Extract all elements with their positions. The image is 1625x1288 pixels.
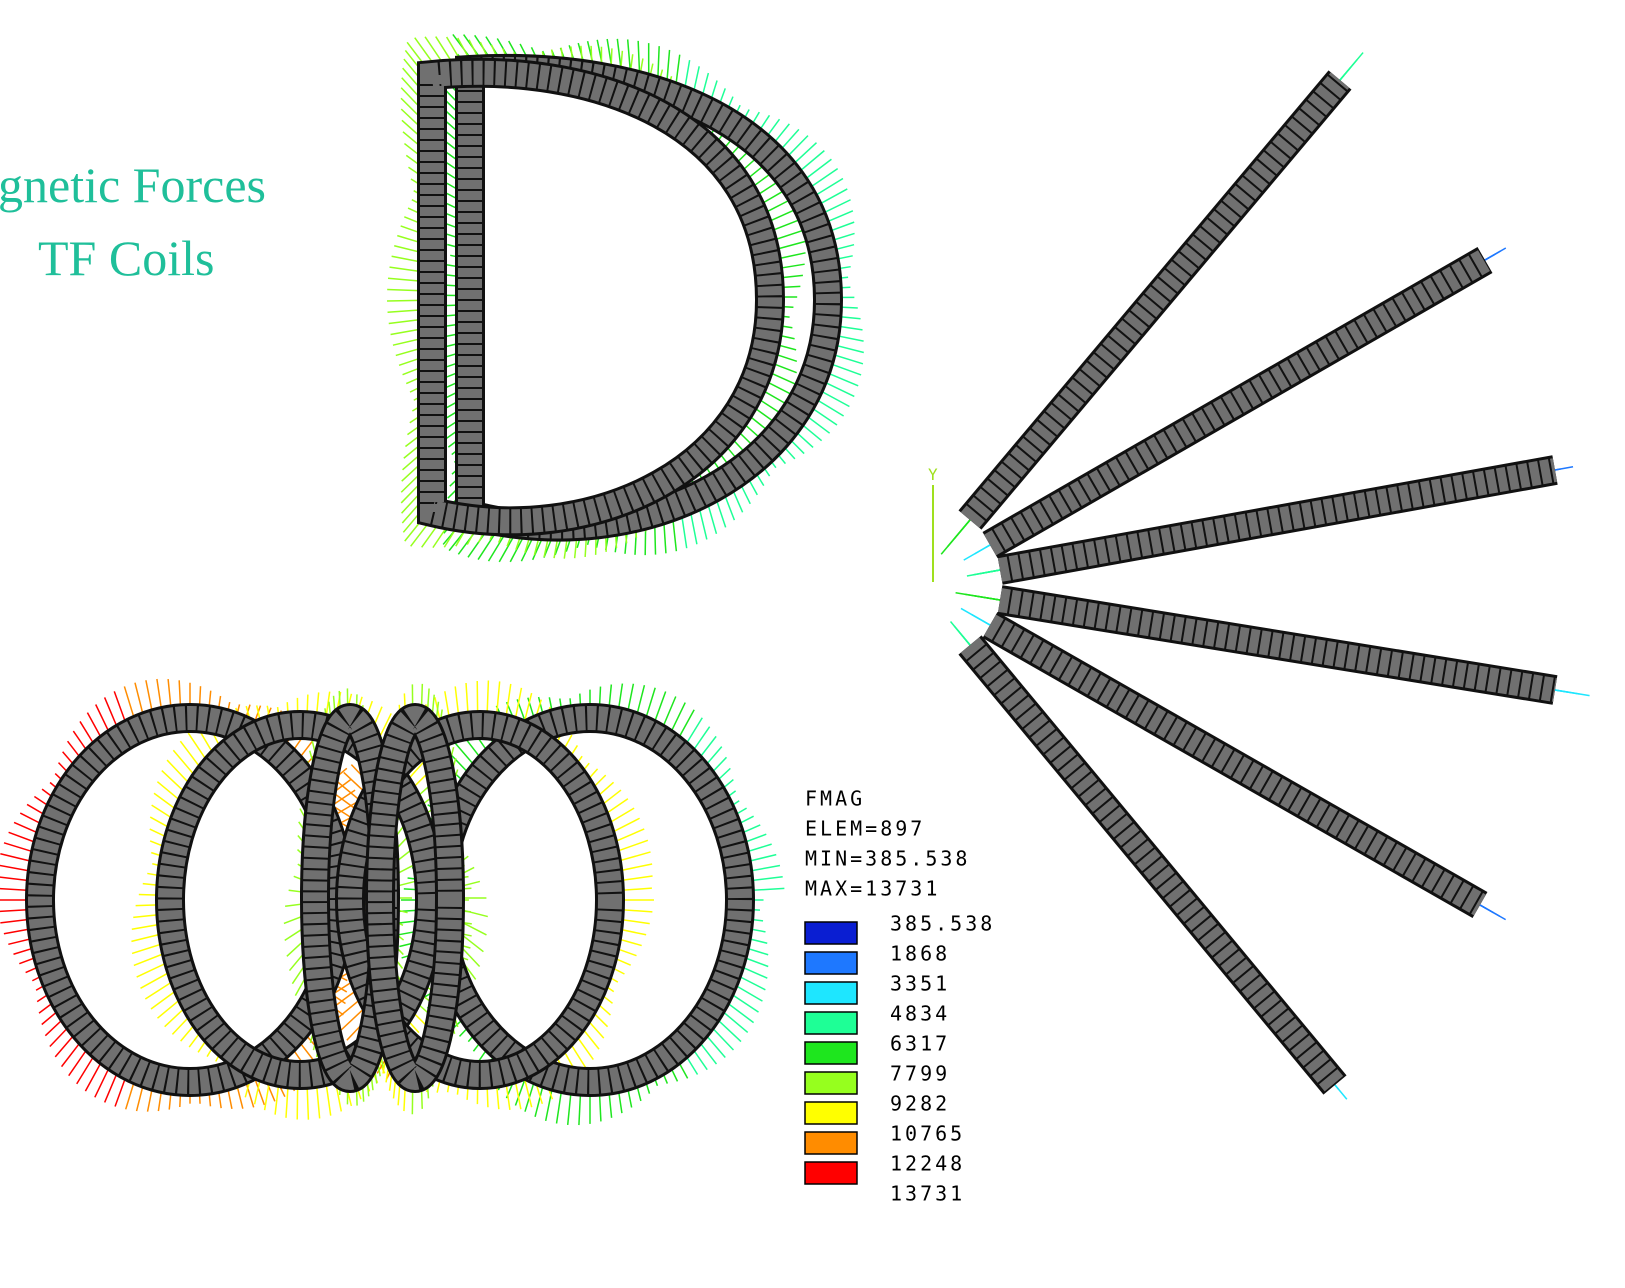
legend-elem: ELEM=897 [805,817,925,841]
legend-level: 12248 [890,1152,965,1176]
legend-swatch [805,952,857,974]
legend-swatch [805,1042,857,1064]
legend-level: 3351 [890,972,950,996]
legend-level: 1868 [890,942,950,966]
legend-swatch [805,1102,857,1124]
legend-quantity: FMAG [805,787,865,811]
legend-swatch [805,1072,857,1094]
legend-min: MIN=385.538 [805,847,970,871]
title-line: TF Coils [38,230,214,286]
legend: FMAG ELEM=897 MIN=385.538 MAX=13731 385.… [805,787,995,1206]
legend-level: 10765 [890,1122,965,1146]
legend-level: 9282 [890,1092,950,1116]
title-line: gnetic Forces [0,157,266,213]
axis-label: Y [928,465,938,484]
page: Y gnetic Forces TF Coils FMAG ELEM=897 M… [0,0,1625,1288]
coil-top [970,80,1555,1085]
legend-swatch [805,1132,857,1154]
legend-level: 7799 [890,1062,950,1086]
legend-level: 6317 [890,1032,950,1056]
legend-swatch [805,982,857,1004]
legend-level: 385.538 [890,912,995,936]
legend-max: MAX=13731 [805,877,940,901]
plot-view: Y gnetic Forces TF Coils FMAG ELEM=897 M… [0,0,1625,1288]
legend-swatch [805,1162,857,1184]
legend-swatch [805,1012,857,1034]
legend-level: 13731 [890,1182,965,1206]
legend-level: 4834 [890,1002,950,1026]
legend-swatch [805,922,857,944]
